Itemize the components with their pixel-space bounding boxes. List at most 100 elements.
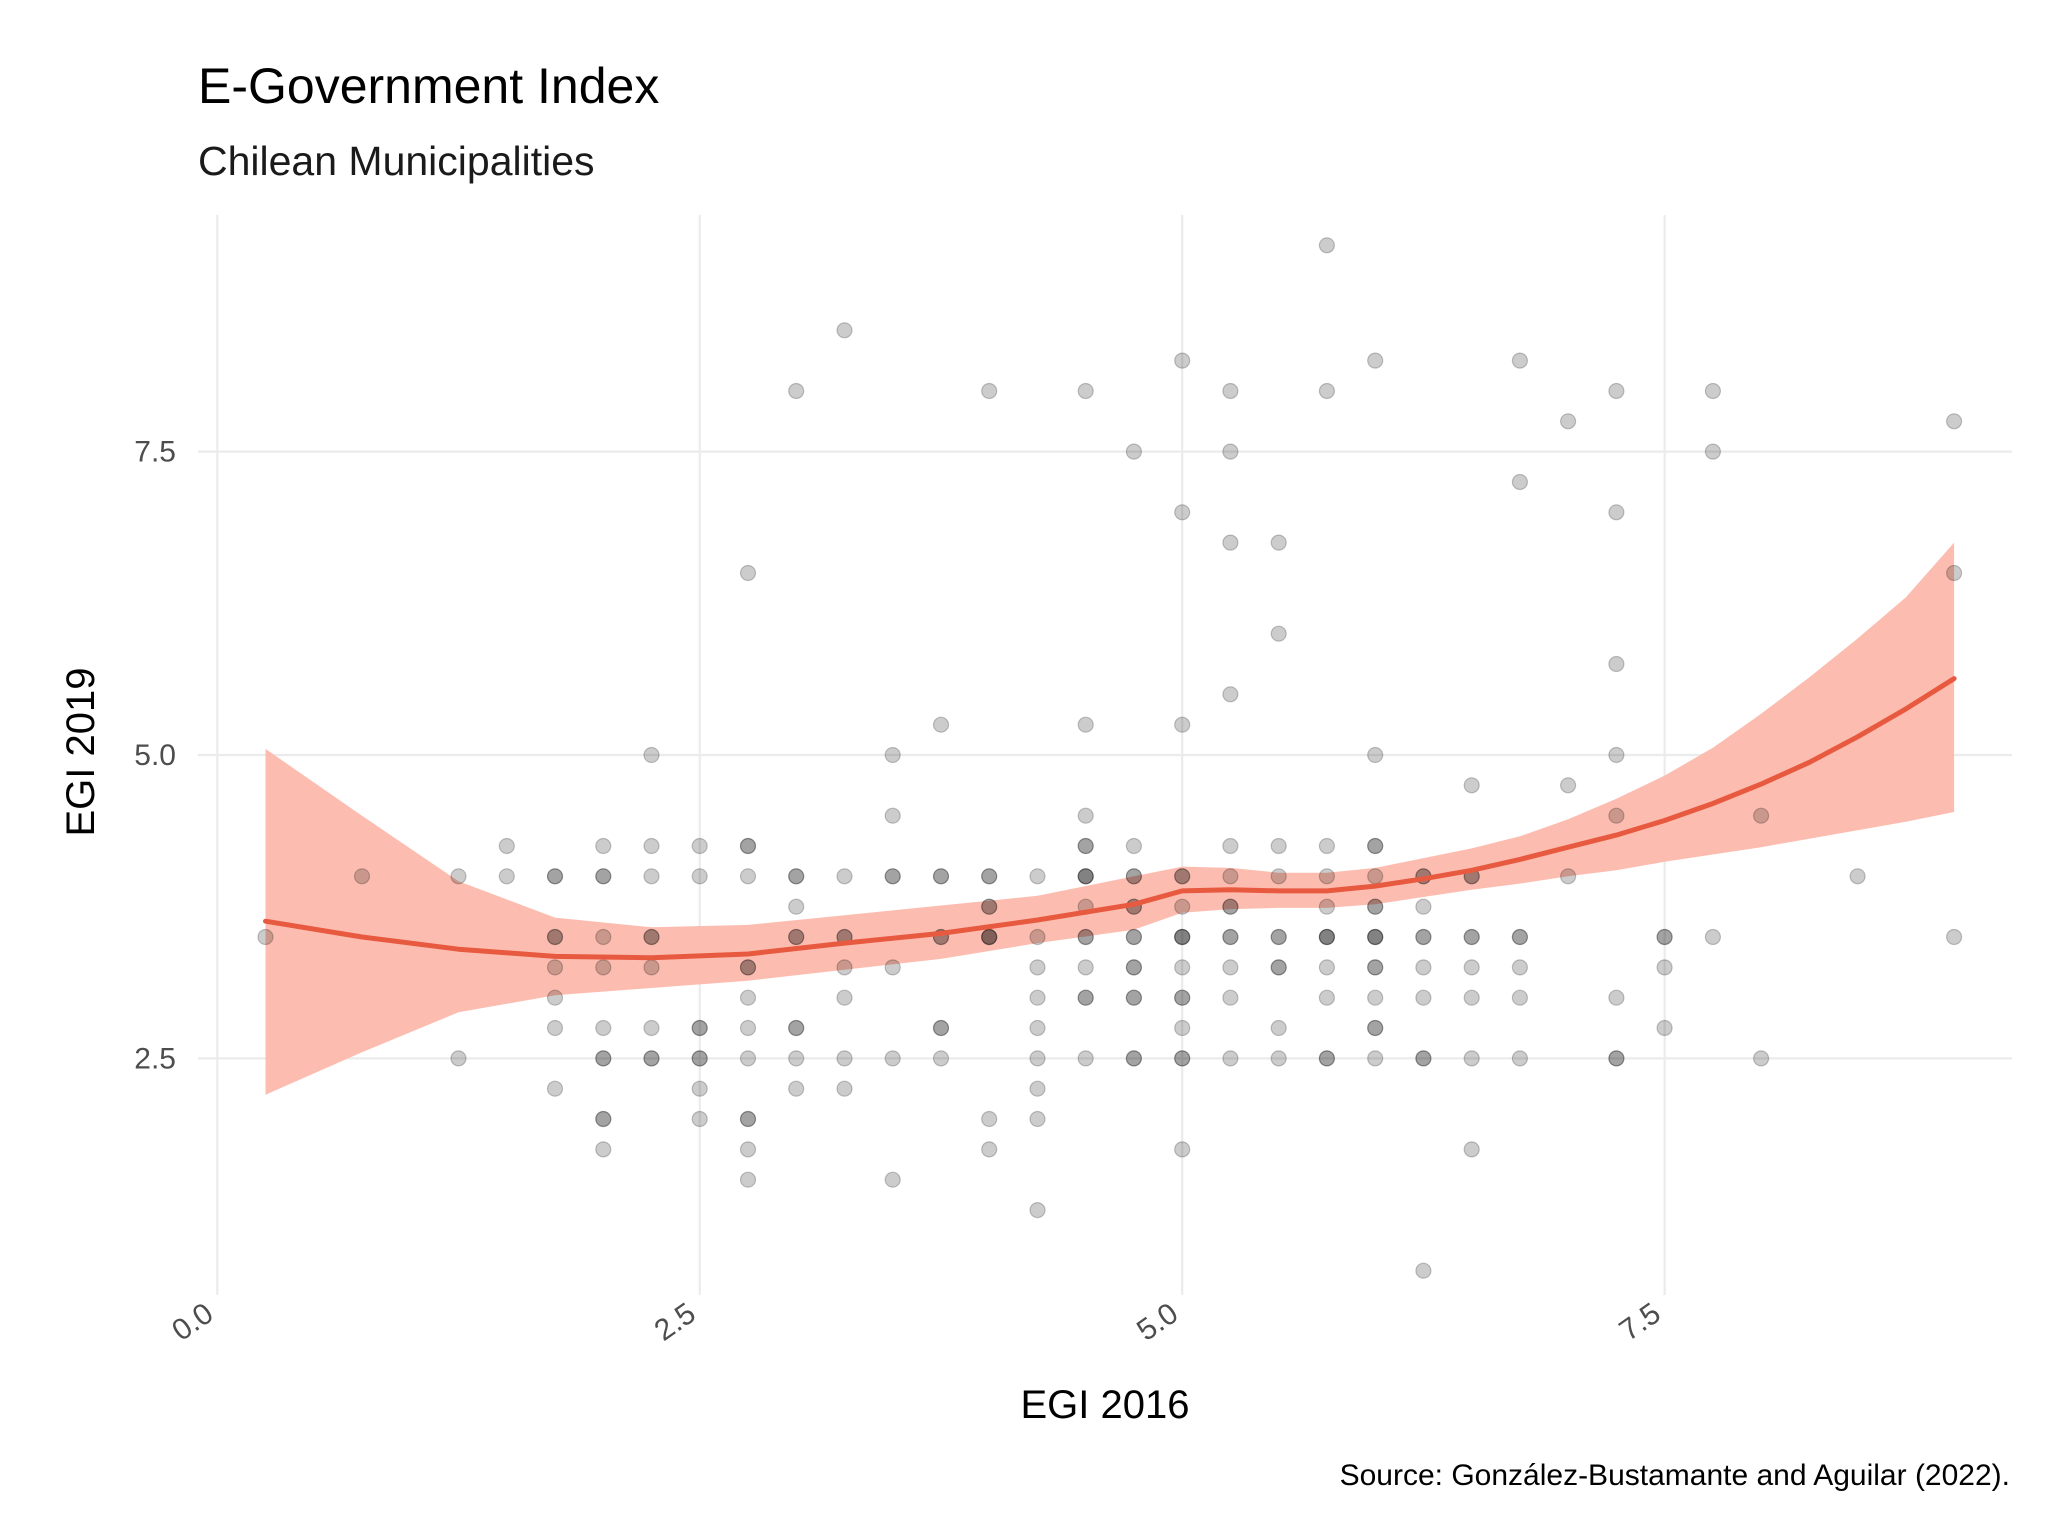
data-point — [1318, 989, 1336, 1006]
data-point — [1077, 928, 1094, 946]
data-point — [1077, 959, 1094, 976]
data-point — [1222, 928, 1239, 946]
data-point — [1318, 1050, 1336, 1067]
data-point — [1077, 989, 1094, 1006]
data-point — [1752, 807, 1770, 824]
data-point — [1752, 1050, 1770, 1067]
data-point — [1608, 504, 1625, 521]
data-point — [691, 1019, 708, 1037]
data-point — [836, 1080, 853, 1097]
data-point — [1077, 928, 1094, 946]
data-point — [546, 868, 564, 885]
y-tick-label: 7.5 — [134, 436, 176, 469]
data-point — [1367, 898, 1384, 915]
data-point — [1367, 989, 1384, 1006]
data-point — [1608, 382, 1625, 400]
x-tick-label: 5.0 — [1131, 1297, 1184, 1348]
data-point — [1174, 898, 1191, 915]
data-point — [1318, 868, 1336, 885]
data-point — [1367, 352, 1384, 369]
data-point — [1222, 898, 1239, 915]
data-point — [257, 928, 274, 946]
data-point — [1463, 928, 1480, 946]
data-point — [1222, 686, 1239, 703]
data-point — [1174, 928, 1191, 946]
data-point — [788, 868, 805, 885]
data-point — [884, 807, 901, 824]
data-point — [546, 1019, 564, 1037]
data-point — [1367, 928, 1384, 946]
gridlines — [198, 215, 2012, 1295]
data-point — [643, 1050, 660, 1067]
source-caption: Source: González-Bustamante and Aguilar … — [1340, 1459, 2010, 1492]
data-point — [788, 1019, 805, 1037]
data-point — [884, 959, 901, 976]
data-point — [1270, 959, 1287, 976]
y-axis-title: EGI 2019 — [59, 667, 103, 836]
points-layer — [257, 237, 1963, 1279]
data-point — [1077, 837, 1094, 855]
data-point — [498, 837, 515, 855]
x-tick-label: 0.0 — [166, 1297, 219, 1348]
data-point — [1656, 928, 1673, 946]
data-point — [595, 1110, 612, 1128]
data-point — [1270, 837, 1287, 855]
data-point — [884, 1171, 901, 1188]
data-point — [1077, 807, 1094, 824]
data-point — [1270, 959, 1287, 976]
data-point — [1608, 1050, 1625, 1067]
data-point — [546, 989, 564, 1006]
data-point — [1222, 382, 1239, 400]
data-point — [739, 564, 757, 582]
data-point — [1608, 655, 1625, 673]
data-point — [595, 868, 612, 885]
data-point — [595, 959, 612, 976]
data-point — [1367, 928, 1384, 946]
data-point — [1415, 898, 1432, 915]
data-point — [1463, 928, 1480, 946]
data-point — [595, 1050, 612, 1067]
data-point — [1511, 928, 1529, 946]
data-point — [1270, 1019, 1287, 1037]
data-point — [1656, 1019, 1673, 1037]
y-axis-ticks: 2.5 5.0 7.5 — [134, 436, 176, 1076]
data-point — [739, 1050, 757, 1067]
data-point — [1174, 928, 1191, 946]
data-point — [981, 928, 998, 946]
x-axis-title: EGI 2016 — [1020, 1383, 1189, 1427]
data-point — [1367, 837, 1384, 855]
data-point — [836, 1050, 853, 1067]
data-point — [1318, 928, 1336, 946]
data-point — [595, 928, 612, 946]
data-point — [884, 746, 901, 764]
data-point — [1270, 1050, 1287, 1067]
data-point — [691, 1080, 708, 1097]
data-point — [1029, 1110, 1046, 1128]
data-point — [1318, 928, 1336, 946]
data-point — [932, 1019, 950, 1037]
data-point — [739, 1110, 757, 1128]
data-point — [1704, 928, 1722, 946]
data-point — [1415, 1050, 1432, 1067]
data-point — [1367, 837, 1384, 855]
data-point — [788, 928, 805, 946]
data-point — [932, 716, 950, 733]
data-point — [1125, 1050, 1143, 1067]
data-point — [1511, 1050, 1529, 1067]
data-point — [595, 1110, 612, 1128]
data-point — [1174, 1050, 1191, 1067]
data-point — [643, 928, 660, 946]
data-point — [1270, 928, 1287, 946]
data-point — [1125, 959, 1143, 976]
data-point — [546, 959, 564, 976]
data-point — [1608, 989, 1625, 1006]
data-point — [691, 1050, 708, 1067]
data-point — [1222, 959, 1239, 976]
data-point — [1125, 928, 1143, 946]
data-point — [691, 868, 708, 885]
data-point — [643, 1019, 660, 1037]
data-point — [353, 868, 371, 885]
data-point — [1029, 1050, 1046, 1067]
